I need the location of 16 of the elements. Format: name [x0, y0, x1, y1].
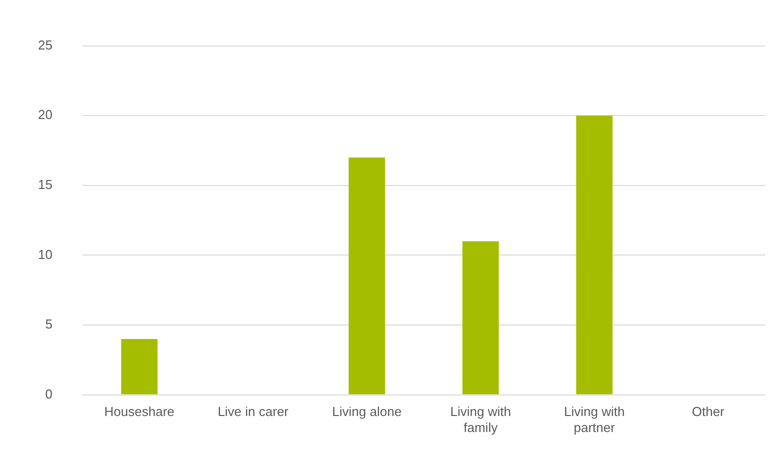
bar [462, 241, 499, 394]
x-tick-label: Living alone [332, 404, 402, 420]
y-tick-label: 20 [38, 107, 52, 122]
x-tick-label: Live in carer [218, 404, 290, 420]
y-tick-label: 5 [45, 316, 52, 332]
y-tick-label: 0 [45, 386, 52, 402]
bar [121, 338, 158, 394]
x-tick-label: Houseshare [104, 404, 174, 420]
y-tick-label: 25 [38, 37, 52, 52]
y-tick-label: 15 [38, 176, 52, 192]
x-tick-label: Living with family [450, 404, 511, 435]
x-tick-label: Other [692, 404, 726, 420]
bar [576, 116, 613, 394]
y-tick-label: 10 [38, 246, 52, 262]
bar [348, 157, 386, 394]
x-tick-label: Living with partner [564, 404, 625, 435]
